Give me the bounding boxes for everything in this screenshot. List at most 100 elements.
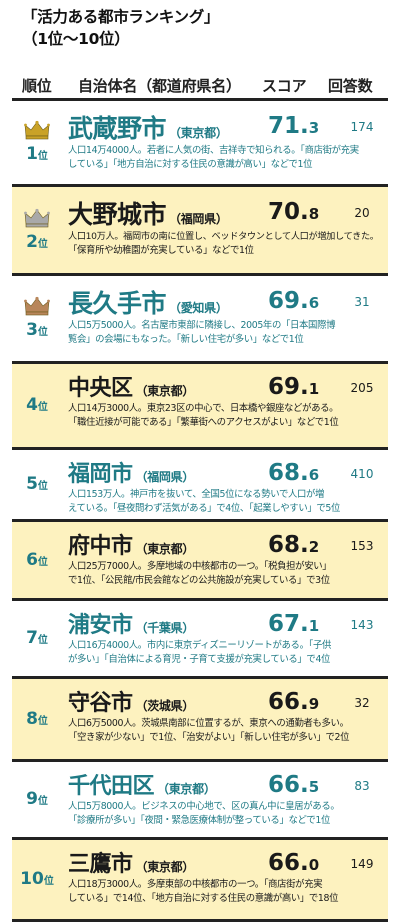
header-score: スコア xyxy=(262,77,307,95)
description-line-1: 人口153万人。神戸市を抜いて、全国5位になる勢いで人口が増 xyxy=(68,489,325,500)
score-decimal: 2 xyxy=(308,538,320,556)
table-row: 9位 千代田区 （東京都） 66.5 83 人口5万8000人。ビジネスの中心地で、区の真… xyxy=(12,762,388,840)
city-description: 人口18万3000人。多摩東部の中核都市の一つ。「商店街が充実 している」で14位… xyxy=(68,878,384,906)
score-decimal: 6 xyxy=(308,466,320,484)
city-description: 人口10万人。福岡市の南に位置し、ベッドタウンとして人口が増加してきた。 「保育所… xyxy=(68,230,384,258)
rank-label: 2位 xyxy=(12,232,62,252)
score-integer: 70. xyxy=(268,199,309,225)
city-name-text: 千代田区 xyxy=(68,774,155,799)
description-line-2: 「職住近接が可能である」「繁華街へのアクセスがよい」などで1位 xyxy=(68,417,339,428)
response-count: 20 xyxy=(354,206,370,220)
city-description: 人口5万5000人。名古屋市東部に隣接し、2005年の「日本国際博 覧会」の会場に… xyxy=(68,319,384,347)
rank-cell: 1位 xyxy=(12,101,62,184)
rank-cell: 5位 xyxy=(12,450,62,519)
score: 70.8 xyxy=(268,199,319,225)
score: 69.1 xyxy=(268,374,319,400)
city-name: 中央区 （東京都） xyxy=(68,370,194,402)
table-row: 8位 守谷市 （茨城県） 66.9 32 人口6万5000人。茨城県南部に位置するが、東京… xyxy=(12,679,388,762)
city-name: 千代田区 （東京都） xyxy=(68,768,216,800)
description-line-2: が多い」「自治体による育児・子育て支援が充実している」で4位 xyxy=(68,654,331,665)
score-decimal: 5 xyxy=(308,778,320,796)
rank-label: 5位 xyxy=(12,474,62,494)
rank-unit: 位 xyxy=(43,876,54,887)
prefecture-label: （東京都） xyxy=(135,384,195,398)
city-name-text: 大野城市 xyxy=(68,200,167,229)
city-name: 福岡市 （福岡県） xyxy=(68,456,194,488)
score-integer: 68. xyxy=(268,532,309,558)
city-name-text: 府中市 xyxy=(68,534,133,559)
score: 67.1 xyxy=(268,611,319,637)
city-name: 長久手市 （愛知県） xyxy=(68,284,228,320)
score-decimal: 1 xyxy=(308,617,320,635)
description-line-1: 人口10万人。福岡市の南に位置し、ベッドタウンとして人口が増加してきた。 xyxy=(68,231,379,242)
description-line-1: 人口6万5000人。茨城県南部に位置するが、東京への通勤者も多い。 xyxy=(68,718,349,729)
response-count: 149 xyxy=(350,857,374,871)
city-name: 三鷹市 （東京都） xyxy=(68,846,194,878)
header-rank: 順位 xyxy=(22,77,52,95)
table-row: 1位 武蔵野市 （東京都） 71.3 174 人口14万4000人。若者に人気の街、吉祥寺… xyxy=(12,101,388,187)
score-integer: 69. xyxy=(268,288,309,314)
header-divider xyxy=(12,98,388,101)
description-line-2: している」「地方自治に対する住民の意識が高い」などで1位 xyxy=(68,159,313,170)
rank-number: 3 xyxy=(26,320,38,340)
header-name: 自治体名（都道府県名） xyxy=(78,77,241,95)
description-line-2: 「空き家が少ない」で1位、「治安がよい」「新しい住宅が多い」で2位 xyxy=(68,732,350,743)
score: 66.0 xyxy=(268,850,319,876)
prefecture-label: （千葉県） xyxy=(135,621,195,635)
score-integer: 66. xyxy=(268,689,309,715)
description-line-2: 「診療所が多い」「夜間・緊急医療体制が整っている」などで1位 xyxy=(68,815,330,826)
rank-number: 9 xyxy=(26,789,38,809)
rank-unit: 位 xyxy=(37,796,48,807)
description-line-1: 人口25万7000人。多摩地域の中核都市の一つ。「税負担が安い」 xyxy=(68,561,332,572)
rank-label: 4位 xyxy=(12,395,62,415)
score: 66.5 xyxy=(268,772,319,798)
title-line-2: （1位〜10位） xyxy=(22,30,130,48)
description-line-2: している」で14位、「地方自治に対する住民の意識が高い」で18位 xyxy=(68,893,339,904)
rank-label: 7位 xyxy=(12,628,62,648)
response-count: 174 xyxy=(350,120,374,134)
description-line-2: えている。「昼夜問わず活気がある」で4位、「起業しやすい」で5位 xyxy=(68,503,341,514)
score-decimal: 3 xyxy=(308,119,320,137)
rank-number: 7 xyxy=(26,628,38,648)
rank-unit: 位 xyxy=(37,635,48,646)
response-count: 410 xyxy=(350,467,374,481)
rank-unit: 位 xyxy=(37,239,48,250)
score-integer: 68. xyxy=(268,460,309,486)
city-name-text: 浦安市 xyxy=(68,613,133,638)
rank-unit: 位 xyxy=(37,402,48,413)
city-name: 守谷市 （茨城県） xyxy=(68,685,194,717)
score-integer: 67. xyxy=(268,611,309,637)
city-description: 人口14万4000人。若者に人気の街、吉祥寺で知られる。「商店街が充実 している」… xyxy=(68,144,384,172)
score-decimal: 6 xyxy=(308,294,320,312)
title-line-1: 「活力ある都市ランキング」 xyxy=(22,8,220,26)
city-description: 人口5万8000人。ビジネスの中心地で、区の真ん中に皇居がある。 「診療所が多い」… xyxy=(68,800,384,828)
description-line-1: 人口5万5000人。名古屋市東部に隣接し、2005年の「日本国際博 xyxy=(68,320,336,331)
table-row: 3位 長久手市 （愛知県） 69.6 31 人口5万5000人。名古屋市東部に隣接し、20… xyxy=(12,276,388,364)
response-count: 143 xyxy=(350,618,374,632)
prefecture-label: （東京都） xyxy=(135,542,195,556)
score: 68.6 xyxy=(268,460,319,486)
crown-icon xyxy=(24,296,50,316)
rank-number: 1 xyxy=(26,144,38,164)
table-row: 4位 中央区 （東京都） 69.1 205 人口14万3000人。東京23区の中心で、日本… xyxy=(12,364,388,450)
rank-cell: 6位 xyxy=(12,522,62,598)
response-count: 205 xyxy=(350,381,374,395)
table-row: 5位 福岡市 （福岡県） 68.6 410 人口153万人。神戸市を抜いて、全国5位になる… xyxy=(12,450,388,522)
rank-cell: 2位 xyxy=(12,187,62,273)
city-name-text: 守谷市 xyxy=(68,691,133,716)
score-integer: 66. xyxy=(268,850,309,876)
description-line-2: で1位、「公民館/市民会館などの公共施設が充実している」で3位 xyxy=(68,575,330,586)
response-count: 153 xyxy=(350,539,374,553)
city-name-text: 武蔵野市 xyxy=(68,114,167,143)
rank-unit: 位 xyxy=(37,327,48,338)
description-line-1: 人口16万4000人。市内に東京ディズニーリゾートがある。「子供 xyxy=(68,640,331,651)
rank-number: 4 xyxy=(26,395,38,415)
score-integer: 66. xyxy=(268,772,309,798)
ranking-title: 「活力ある都市ランキング」 （1位〜10位） xyxy=(22,6,392,50)
city-name-text: 中央区 xyxy=(68,376,133,401)
prefecture-label: （東京都） xyxy=(169,126,228,140)
city-name: 浦安市 （千葉県） xyxy=(68,607,194,639)
rank-number: 2 xyxy=(26,232,38,252)
rank-cell: 8位 xyxy=(12,679,62,759)
rank-cell: 3位 xyxy=(12,276,62,361)
